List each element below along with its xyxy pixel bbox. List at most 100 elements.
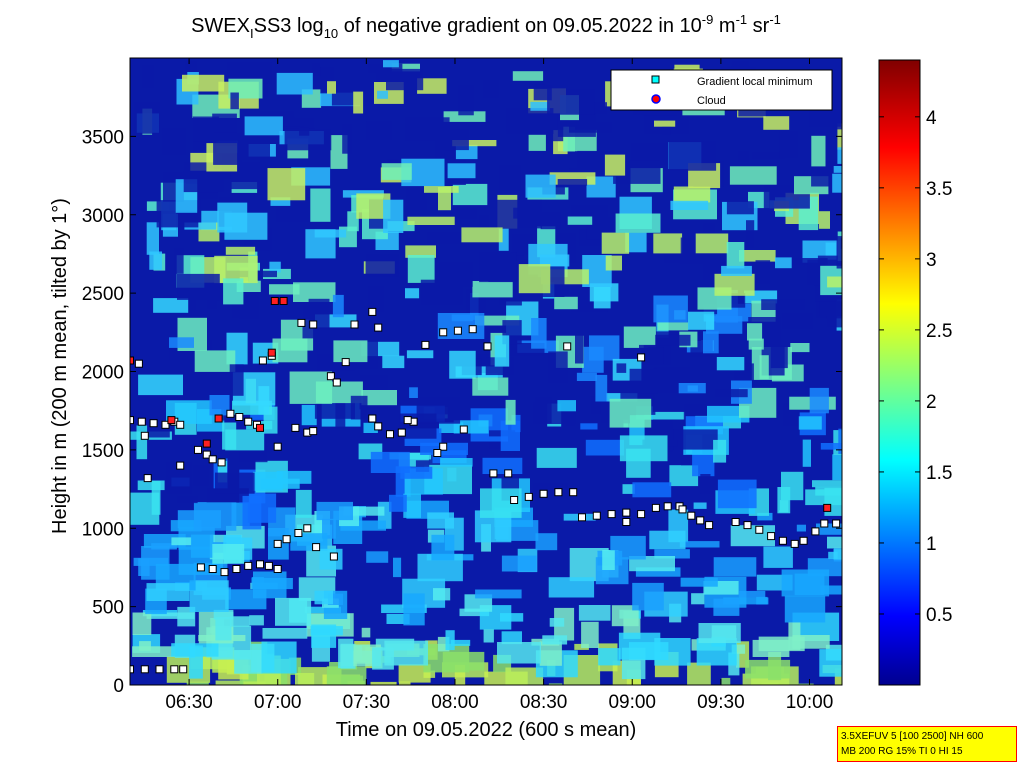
heatmap-cell bbox=[482, 79, 500, 98]
heatmap-cell bbox=[151, 543, 177, 550]
chart-title: SWEXISS3 log10 of negative gradient on 0… bbox=[191, 12, 781, 41]
heatmap-cell bbox=[215, 617, 232, 641]
gradient-minimum-point bbox=[483, 342, 492, 351]
heatmap-cell bbox=[389, 494, 407, 512]
heatmap-cell bbox=[548, 577, 595, 598]
cloud-point bbox=[267, 348, 276, 357]
heatmap-cell bbox=[499, 165, 522, 192]
gradient-minimum-point bbox=[637, 510, 646, 519]
heatmap-cell bbox=[745, 659, 791, 679]
heatmap-cell bbox=[361, 390, 397, 406]
heatmap-cell bbox=[450, 639, 471, 646]
heatmap-cell bbox=[225, 246, 256, 255]
heatmap-cell bbox=[404, 117, 450, 141]
heatmap-cell bbox=[604, 154, 626, 176]
heatmap-cell bbox=[447, 163, 476, 179]
heatmap-cell bbox=[721, 677, 731, 685]
heatmap-cell bbox=[363, 422, 378, 433]
heatmap-cell bbox=[242, 495, 262, 530]
gradient-minimum-point bbox=[161, 420, 170, 429]
gradient-minimum-point bbox=[622, 508, 631, 517]
heatmap-cell bbox=[170, 520, 202, 532]
heatmap-cell bbox=[833, 430, 842, 455]
heatmap-cell bbox=[478, 214, 490, 238]
heatmap-cell bbox=[755, 260, 771, 284]
heatmap-cell bbox=[393, 557, 402, 578]
gradient-minimum-point bbox=[341, 358, 350, 367]
heatmap-cell bbox=[138, 374, 183, 396]
gradient-minimum-point bbox=[140, 665, 149, 674]
gradient-minimum-point bbox=[297, 318, 306, 327]
heatmap-cell bbox=[327, 593, 343, 605]
heatmap-cell bbox=[569, 121, 612, 133]
gradient-minimum-point bbox=[820, 519, 829, 528]
gradient-minimum-point bbox=[332, 378, 341, 387]
heatmap-cell bbox=[528, 134, 546, 151]
heatmap-cell bbox=[137, 480, 165, 491]
colorbar-tick-label: 2.5 bbox=[926, 321, 952, 342]
gradient-minimum-point bbox=[696, 516, 705, 525]
gradient-minimum-point bbox=[453, 326, 462, 335]
heatmap-cell bbox=[726, 242, 745, 269]
heatmap-cell bbox=[472, 377, 509, 396]
heatmap-cell bbox=[811, 135, 826, 167]
cloud-point bbox=[202, 439, 211, 448]
heatmap-cell bbox=[310, 188, 331, 222]
heatmap-cell bbox=[752, 639, 790, 657]
heatmap-cell bbox=[316, 501, 353, 521]
heatmap-cell bbox=[615, 213, 661, 233]
heatmap-cell bbox=[375, 638, 415, 651]
heatmap-cell bbox=[332, 294, 344, 318]
heatmap-cell bbox=[276, 470, 312, 484]
colorbar-tick-label: 1 bbox=[926, 534, 937, 555]
heatmap-cell bbox=[452, 183, 488, 206]
legend-label-cloud: Cloud bbox=[697, 95, 726, 107]
y-tick-label: 1000 bbox=[82, 519, 124, 540]
gradient-minimum-point bbox=[196, 563, 205, 572]
heatmap-cell bbox=[459, 608, 490, 617]
heatmap-cell bbox=[539, 641, 562, 666]
heatmap-cell bbox=[262, 628, 308, 639]
heatmap-cell bbox=[437, 208, 477, 219]
colorbar-tick-label: 3 bbox=[926, 250, 937, 271]
heatmap-cell bbox=[713, 439, 727, 463]
heatmap-cell bbox=[171, 537, 192, 546]
heatmap-cell bbox=[784, 595, 826, 623]
heatmap-cell bbox=[834, 668, 842, 685]
heatmap-cell bbox=[461, 227, 503, 243]
heatmap-cell bbox=[289, 371, 333, 404]
heatmap-cell bbox=[138, 558, 150, 576]
heatmap-cell bbox=[648, 347, 664, 364]
heatmap-cell bbox=[703, 331, 719, 354]
heatmap-cell bbox=[267, 168, 306, 201]
heatmap-cell bbox=[472, 281, 513, 298]
heatmap-cell bbox=[190, 534, 214, 558]
heatmap-cell bbox=[649, 530, 686, 550]
legend: Gradient local minimum Cloud bbox=[610, 69, 833, 111]
gradient-minimum-point bbox=[264, 561, 273, 570]
heatmap-cell bbox=[236, 280, 261, 292]
gradient-minimum-point bbox=[217, 458, 226, 467]
heatmap-cell bbox=[536, 447, 577, 468]
heatmap-cell bbox=[178, 187, 218, 199]
gradient-minimum-point bbox=[202, 450, 211, 459]
heatmap-cell bbox=[405, 288, 420, 299]
heatmap-cell bbox=[759, 355, 769, 380]
heatmap-cell bbox=[284, 128, 332, 151]
heatmap-cell bbox=[382, 355, 405, 369]
gradient-minimum-point bbox=[309, 320, 318, 329]
heatmap-cell bbox=[331, 80, 373, 106]
gradient-minimum-point bbox=[790, 539, 799, 548]
heatmap-cell bbox=[662, 126, 671, 135]
info-line-1: 3.5XEFUV 5 [100 2500] NH 600 bbox=[841, 731, 984, 742]
heatmap-cell bbox=[673, 186, 711, 203]
heatmap-cell bbox=[836, 236, 842, 269]
heatmap-cell bbox=[347, 211, 359, 232]
gradient-minimum-point bbox=[510, 496, 519, 504]
gradient-minimum-point bbox=[433, 449, 442, 457]
heatmap-cell bbox=[616, 363, 627, 373]
heatmap-cell bbox=[687, 662, 711, 685]
heatmap-cell bbox=[653, 233, 683, 254]
heatmap-cell bbox=[498, 228, 509, 251]
heatmap-cell bbox=[798, 683, 814, 685]
